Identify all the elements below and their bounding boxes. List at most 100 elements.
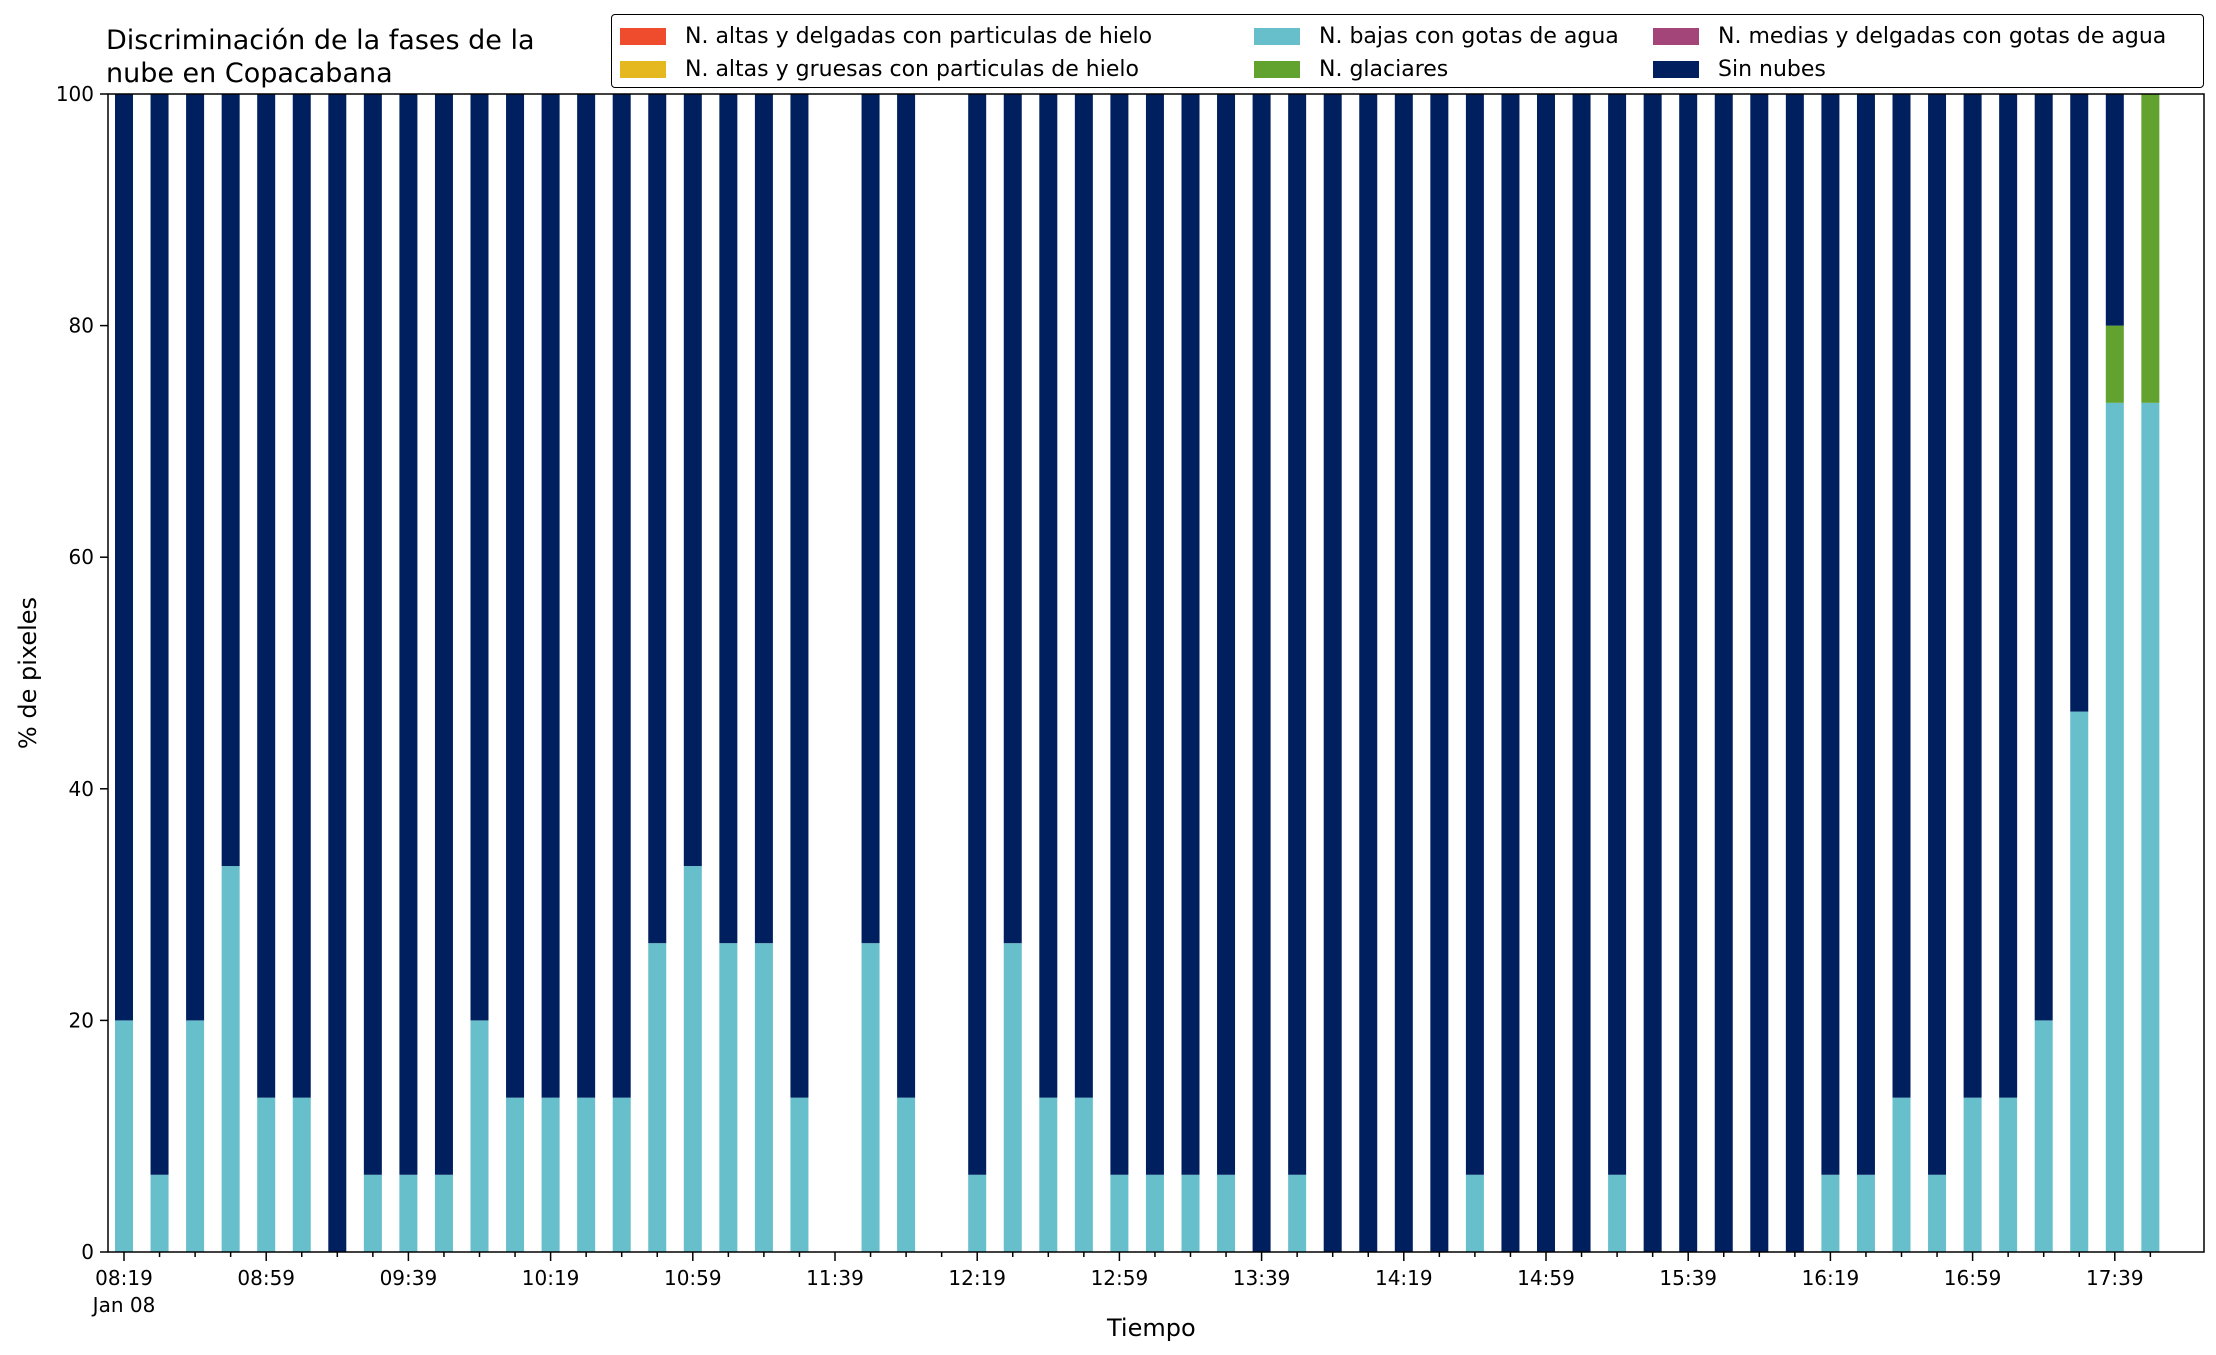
bar-segment-39-5 <box>1501 94 1520 1252</box>
bar-segment-25-5 <box>1003 94 1022 944</box>
x-tick-label-14: 17:39 <box>2086 1266 2144 1290</box>
plot-frame <box>107 93 2205 1253</box>
y-tick-label-80: 80 <box>69 314 94 338</box>
bar-segment-27-2 <box>1074 1097 1093 1252</box>
chart-title: Discriminación de la fases de la nube en… <box>106 24 535 90</box>
bar-segment-3-2 <box>221 866 240 1252</box>
bar-segment-29-5 <box>1145 94 1164 1175</box>
bar-segment-6-5 <box>328 94 347 1252</box>
bar-segment-37-5 <box>1430 94 1449 1252</box>
bar-segment-54-2 <box>2034 1020 2053 1252</box>
legend-label: N. altas y delgadas con particulas de hi… <box>685 23 1153 49</box>
x-tick-label-8: 13:39 <box>1233 1266 1291 1290</box>
x-tick-label-1: 08:59 <box>237 1266 295 1290</box>
bar-segment-4-5 <box>257 94 276 1098</box>
bar-segment-19-2 <box>790 1097 809 1252</box>
bar-segment-28-5 <box>1110 94 1129 1175</box>
bar-segment-35-5 <box>1359 94 1378 1252</box>
bar-segment-38-5 <box>1465 94 1484 1175</box>
bar-segment-19-5 <box>790 94 809 1098</box>
bar-segment-3-5 <box>221 94 240 867</box>
bar-segment-1-2 <box>150 1174 169 1252</box>
x-tick-label-9: 14:19 <box>1375 1266 1433 1290</box>
x-axis: 08:19 08:59 09:39 10:19 10:59 11:39 12:19 12:59… <box>91 1252 2152 1317</box>
bar-segment-13-5 <box>577 94 596 1098</box>
bar-segment-10-5 <box>470 94 489 1021</box>
bar-segment-49-2 <box>1856 1174 1875 1252</box>
bar-segment-18-2 <box>754 943 773 1252</box>
bar-segment-2-2 <box>186 1020 205 1252</box>
bar-segment-24-5 <box>968 94 987 1175</box>
x-tick-label-10: 14:59 <box>1517 1266 1575 1290</box>
bar-segment-50-2 <box>1892 1097 1911 1252</box>
x-tick-label-4: 10:59 <box>664 1266 722 1290</box>
legend-label: N. altas y gruesas con particulas de hie… <box>685 56 1139 82</box>
chart-title-line-2: nube en Copacabana <box>106 58 393 89</box>
bar-segment-0-2 <box>115 1020 133 1252</box>
bar-segment-15-2 <box>648 943 667 1252</box>
bar-segment-25-2 <box>1003 943 1022 1252</box>
bar-segment-13-2 <box>577 1097 596 1252</box>
x-tick-label-2: 09:39 <box>380 1266 438 1290</box>
bar-segment-12-2 <box>541 1097 560 1252</box>
bar-segment-24-2 <box>968 1174 987 1252</box>
bar-segment-51-5 <box>1928 94 1947 1175</box>
bar-segment-12-5 <box>541 94 560 1098</box>
bar-segment-47-5 <box>1785 94 1804 1252</box>
bar-segment-34-5 <box>1323 94 1342 1252</box>
y-tick-label-40: 40 <box>69 777 94 801</box>
legend: N. altas y delgadas con particulas de hi… <box>611 14 2204 88</box>
bar-segment-33-2 <box>1288 1174 1307 1252</box>
y-axis-label: % de pixeles <box>14 596 42 750</box>
bar-segment-56-3 <box>2105 325 2124 403</box>
bar-segment-16-2 <box>683 866 702 1252</box>
bar-segment-4-2 <box>257 1097 276 1252</box>
bar-segment-5-2 <box>292 1097 311 1252</box>
bar-segment-14-2 <box>612 1097 631 1252</box>
bar-segment-11-2 <box>506 1097 525 1252</box>
x-tick-label-13: 16:59 <box>1944 1266 2002 1290</box>
bar-segment-22-5 <box>897 94 916 1098</box>
bar-segment-55-5 <box>2070 94 2089 712</box>
x-tick-label-5: 11:39 <box>806 1266 864 1290</box>
bar-segment-57-3 <box>2141 94 2160 403</box>
bar-segment-31-2 <box>1217 1174 1236 1252</box>
legend-label: N. medias y delgadas con gotas de agua <box>1718 23 2167 49</box>
bar-segment-43-5 <box>1643 94 1662 1252</box>
bar-segment-56-2 <box>2105 402 2124 1252</box>
bar-segment-18-5 <box>754 94 773 944</box>
bar-segment-46-5 <box>1750 94 1769 1252</box>
legend-label: Sin nubes <box>1718 56 1826 82</box>
bar-segment-29-2 <box>1145 1174 1164 1252</box>
bar-segment-17-5 <box>719 94 738 944</box>
bar-segment-33-5 <box>1288 94 1307 1175</box>
bar-segment-57-2 <box>2141 402 2160 1252</box>
legend-item-sin-nubes: Sin nubes <box>1653 54 1826 84</box>
bar-segment-41-5 <box>1572 94 1591 1252</box>
chart-title-line-1: Discriminación de la fases de la <box>106 25 535 56</box>
bar-segment-21-5 <box>861 94 880 944</box>
bar-segment-21-2 <box>861 943 880 1252</box>
x-tick-label-3: 10:19 <box>522 1266 580 1290</box>
bar-segment-9-2 <box>434 1174 453 1252</box>
x-tick-label-0: 08:19 <box>95 1266 153 1290</box>
bar-segment-51-2 <box>1928 1174 1947 1252</box>
bar-segment-0-5 <box>115 94 133 1021</box>
bar-segment-48-5 <box>1821 94 1840 1175</box>
legend-label: N. glaciares <box>1319 56 1449 82</box>
bar-segment-16-5 <box>683 94 702 867</box>
bar-segment-22-2 <box>897 1097 916 1252</box>
bar-segment-52-2 <box>1963 1097 1982 1252</box>
bar-segment-42-5 <box>1608 94 1627 1175</box>
y-axis: 0 20 40 60 80 100 <box>56 82 108 1264</box>
bar-segment-27-5 <box>1074 94 1093 1098</box>
legend-item-altas-delgadas: N. altas y delgadas con particulas de hi… <box>620 21 1152 51</box>
legend-swatch <box>1254 60 1300 78</box>
bar-segment-40-5 <box>1537 94 1555 1252</box>
legend-swatch <box>1254 27 1300 45</box>
legend-swatch <box>620 60 666 78</box>
bar-segment-10-2 <box>470 1020 489 1252</box>
x-tick-date-label: Jan 08 <box>91 1293 156 1317</box>
bar-segment-52-5 <box>1963 94 1982 1098</box>
